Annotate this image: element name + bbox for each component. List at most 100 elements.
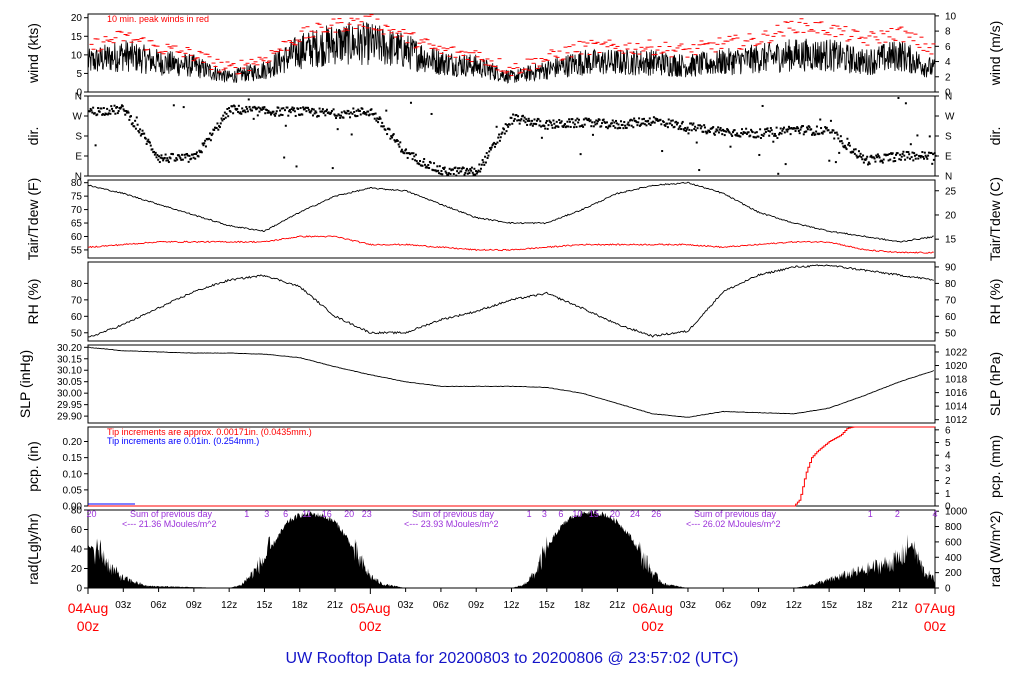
dir-point: [661, 150, 664, 153]
dir-point: [582, 118, 585, 121]
dir-point: [909, 143, 912, 146]
dir-point: [493, 141, 496, 144]
dir-point: [166, 157, 169, 160]
dir-point: [601, 122, 604, 125]
dir-point: [927, 151, 930, 154]
dir-point: [350, 133, 353, 136]
dir-point: [113, 104, 116, 107]
pcp-rtick-label: 4: [945, 451, 951, 462]
dir-point: [789, 133, 792, 136]
dir-point: [666, 122, 669, 125]
dir-point: [717, 126, 720, 129]
dir-point: [396, 139, 399, 142]
dir-point: [685, 129, 688, 132]
wind-left-tick-label: 5: [76, 69, 82, 80]
dir-point: [184, 156, 187, 159]
dir-point: [401, 150, 404, 153]
dir-point: [655, 119, 658, 122]
dir-point: [820, 127, 823, 130]
dir-point: [195, 152, 198, 155]
dir-point: [210, 134, 213, 137]
dir-point: [261, 106, 264, 109]
dir-point: [843, 144, 846, 147]
dir-point: [718, 128, 721, 131]
dir-point: [694, 125, 697, 128]
dir-point: [220, 117, 223, 120]
dir-point: [722, 129, 725, 132]
dir-point: [179, 157, 182, 160]
dir-point: [232, 112, 235, 115]
dir-point: [531, 124, 534, 127]
pcp-rtick-label: 6: [945, 425, 951, 436]
dir-point: [442, 167, 445, 170]
dir-point: [246, 107, 249, 110]
dir-point: [475, 172, 478, 175]
dir-point: [881, 161, 884, 164]
dir-point: [364, 111, 367, 114]
dir-point: [361, 107, 364, 110]
dir-point: [435, 170, 438, 173]
rad-ylabel-left: rad(Lgly/hr): [25, 513, 41, 585]
dir-point: [783, 126, 786, 129]
dir-point: [794, 129, 797, 132]
dir-point: [379, 117, 382, 120]
dir-point: [190, 157, 193, 160]
dir-point: [559, 121, 562, 124]
dir-point: [125, 111, 128, 114]
dir-point: [246, 110, 249, 113]
dir-point: [175, 157, 178, 160]
dir-point: [783, 131, 786, 134]
temp-left-tick-label: 60: [71, 232, 83, 243]
dir-point: [679, 125, 682, 128]
dir-point: [915, 153, 918, 156]
dir-point: [295, 165, 298, 168]
pcp-rtick-label: 3: [945, 463, 951, 474]
rh-line: [87, 264, 934, 338]
rad-top-number: 11: [302, 509, 311, 519]
dir-point: [928, 135, 931, 138]
dir-point: [310, 109, 313, 112]
dir-point: [311, 114, 314, 117]
dir-point: [689, 122, 692, 125]
dir-point: [589, 119, 592, 122]
dir-point: [274, 112, 277, 115]
dir-point: [136, 123, 139, 126]
dir-point: [135, 116, 138, 119]
dir-point: [887, 159, 890, 162]
dir-point: [583, 123, 586, 126]
dir-point: [412, 152, 415, 155]
dir-point: [192, 156, 195, 159]
dir-point: [680, 128, 683, 131]
dir-point: [839, 135, 842, 138]
dir-point: [694, 129, 697, 132]
dir-point: [779, 127, 782, 130]
dir-point: [304, 106, 307, 109]
wind-ylabel-right: wind (m/s): [987, 21, 1003, 87]
dir-point: [827, 129, 830, 132]
dir-point: [540, 125, 543, 128]
dir-point: [372, 112, 375, 115]
dir-point: [866, 155, 869, 158]
dir-point: [613, 121, 616, 124]
dir-point: [325, 109, 328, 112]
dir-point: [335, 117, 338, 120]
dir-point: [680, 122, 683, 125]
dir-point: [917, 157, 920, 160]
dir-point: [96, 113, 99, 116]
dir-point: [587, 117, 590, 120]
dir-point: [484, 161, 487, 164]
dir-point: [437, 169, 440, 172]
dir-point: [447, 172, 450, 175]
x-tick-label: 12z: [221, 600, 237, 611]
pcp-line: [88, 426, 935, 507]
dir-point: [819, 118, 822, 121]
dir-point: [563, 123, 566, 126]
dir-point: [585, 117, 588, 120]
dir-point: [299, 107, 302, 110]
dir-point: [529, 123, 532, 126]
dir-point: [713, 133, 716, 136]
dir-point: [494, 143, 497, 146]
dir-point: [467, 169, 470, 172]
temp-panel-frame: [87, 179, 936, 259]
dir-point: [409, 153, 412, 156]
